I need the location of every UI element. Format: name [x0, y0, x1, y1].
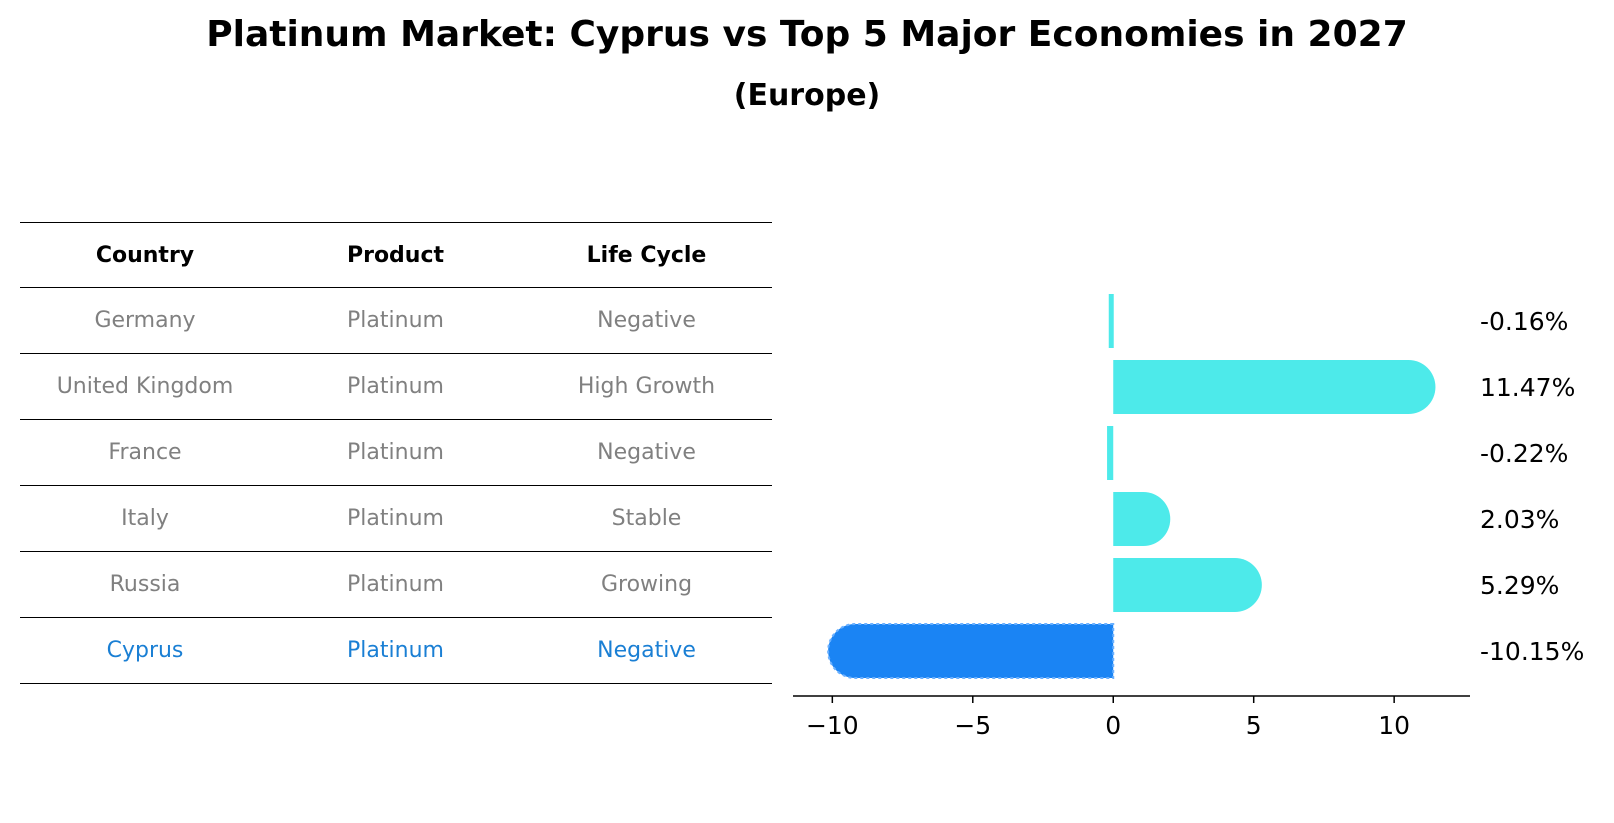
data-table: Country Product Life Cycle Germany Plati… [20, 222, 772, 684]
x-tick-label: −10 [806, 711, 859, 740]
country-cell: France [108, 440, 182, 465]
country-cell: Germany [94, 308, 196, 333]
chart-subtitle: (Europe) [733, 78, 881, 113]
x-tick-label: −5 [954, 711, 991, 740]
table-row: France Platinum Negative [20, 420, 772, 486]
bar [1113, 492, 1171, 546]
value-label: 5.29% [1480, 571, 1559, 600]
table-row: Russia Platinum Growing [20, 552, 772, 618]
product-cell: Platinum [347, 440, 444, 465]
life-cycle-cell: Negative [597, 440, 696, 465]
column-header-country: Country [95, 242, 195, 268]
chart-title: Platinum Market: Cyprus vs Top 5 Major E… [206, 14, 1408, 55]
life-cycle-cell: Stable [611, 506, 682, 531]
column-header-life-cycle: Life Cycle [586, 242, 707, 268]
table-row: United Kingdom Platinum High Growth [20, 354, 772, 420]
value-label: 2.03% [1480, 505, 1559, 534]
life-cycle-cell: Negative [597, 638, 696, 663]
bar [1113, 360, 1436, 414]
bar [1107, 426, 1114, 480]
table-header-row: Country Product Life Cycle [20, 222, 772, 288]
table-row: Germany Platinum Negative [20, 288, 772, 354]
life-cycle-cell: Growing [600, 572, 693, 597]
bar-highlighted [827, 623, 1115, 679]
country-cell: United Kingdom [56, 374, 234, 399]
product-cell: Platinum [347, 506, 444, 531]
value-label: 11.47% [1480, 373, 1575, 402]
product-cell: Platinum [347, 308, 444, 333]
value-label: -0.16% [1480, 307, 1568, 336]
product-cell: Platinum [347, 374, 444, 399]
column-header-product: Product [346, 242, 445, 268]
country-cell: Cyprus [106, 638, 184, 663]
country-cell: Italy [121, 506, 169, 531]
life-cycle-cell: Negative [597, 308, 696, 333]
country-cell: Russia [109, 572, 181, 597]
bar [1113, 558, 1262, 612]
table-row: Italy Platinum Stable [20, 486, 772, 552]
x-tick-label: 0 [1105, 711, 1121, 740]
life-cycle-cell: High Growth [577, 374, 716, 399]
value-label: -10.15% [1480, 637, 1584, 666]
x-tick-label: 5 [1246, 711, 1262, 740]
value-label: -0.22% [1480, 439, 1568, 468]
table-row-highlighted: Cyprus Platinum Negative [20, 618, 772, 684]
product-cell: Platinum [347, 572, 444, 597]
product-cell: Platinum [347, 638, 444, 663]
x-tick-label: 10 [1378, 711, 1410, 740]
bar [1108, 294, 1114, 348]
